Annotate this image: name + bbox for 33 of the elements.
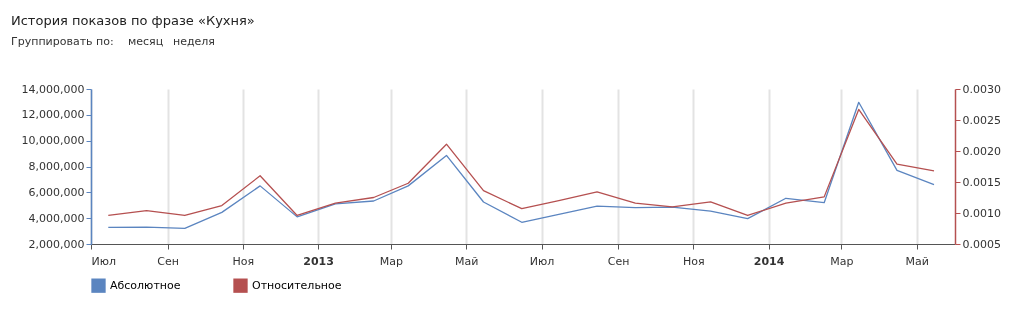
y-tick-label: 8,000,000 [28, 160, 85, 173]
y2-tick-label: 0.0015 [962, 175, 1001, 189]
y2-tick-label: 0.0010 [962, 206, 1001, 220]
y-tick-label: 2,000,000 [28, 237, 85, 251]
y-tick-label: 10,000,000 [21, 134, 85, 148]
x-tick-label: Сен [157, 254, 179, 268]
text: месяц [128, 35, 164, 48]
y2-tick-label: 0.0025 [962, 113, 1001, 127]
x-tick-label: Мар [830, 254, 854, 268]
line-series [107, 101, 935, 230]
text: неделя [173, 35, 215, 48]
x-tick-label: Май [455, 254, 479, 268]
x-tick-label: Ноя [683, 254, 705, 268]
y2-tick-label: 0.0030 [962, 82, 1001, 96]
y2-tick-label: 0.0020 [962, 144, 1001, 158]
y2-tick-label: 0.0005 [962, 237, 1001, 251]
x-tick-label: Ноя [232, 254, 255, 268]
y-tick-label: 4,000,000 [28, 211, 85, 225]
x-tick-label: 2014 [753, 254, 785, 268]
legend-label: Относительное [252, 278, 342, 292]
x-tick-label: Сен [607, 254, 630, 268]
x-tick-label: Июл [529, 254, 555, 268]
y-tick-label: 14,000,000 [21, 82, 85, 96]
x-tick-label: 2013 [303, 254, 334, 268]
x-tick-label: Июл [91, 254, 117, 268]
legend-label: Абсолютное [110, 278, 181, 292]
x-tick-label: Май [905, 254, 929, 268]
y-tick-label: 12,000,000 [21, 108, 85, 122]
y-tick-label: 6,000,000 [28, 185, 85, 199]
text: Группировать по: [11, 35, 114, 48]
chart-title: История показов по фразе «Кухня» [11, 13, 255, 28]
line-series [107, 108, 935, 217]
x-tick-label: Мар [379, 254, 404, 268]
